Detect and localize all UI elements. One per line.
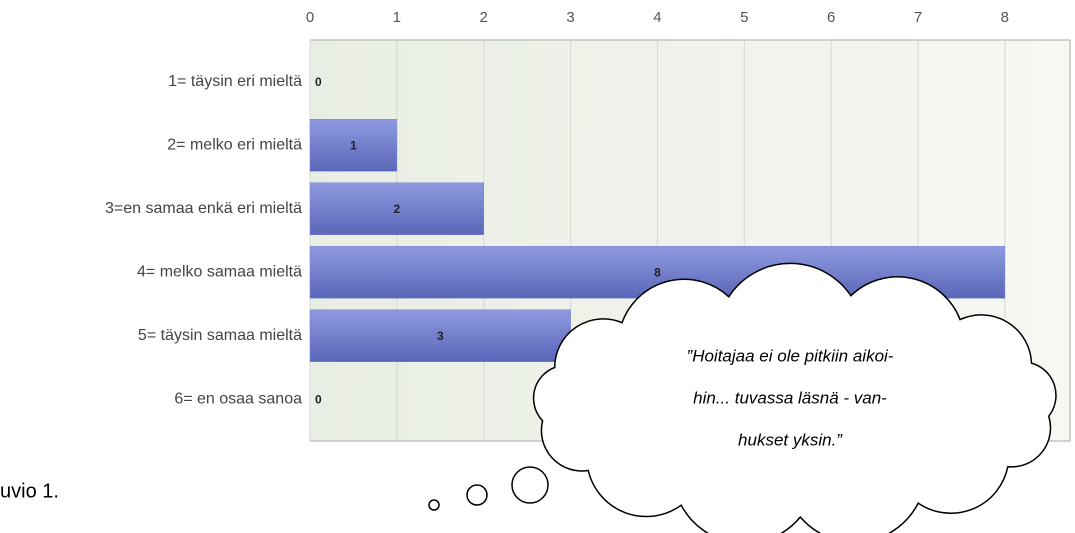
- value-label: 0: [315, 75, 322, 89]
- x-tick-label: 2: [480, 9, 488, 26]
- value-label: 1: [350, 138, 357, 152]
- x-tick-label: 7: [914, 9, 922, 26]
- chart: 0 1 2 8 3 0 uvio 1. 0 1 2 3 4 5 6 7 8 1= täysin eri mi…: [0, 0, 1075, 533]
- annotation-line: ”Hoitajaa ei ole pitkiin aikoi-: [687, 346, 894, 365]
- value-label: 0: [315, 392, 322, 406]
- category-label: 2= melko eri mieltä: [167, 136, 302, 153]
- value-label: 8: [654, 265, 661, 279]
- x-tick-label: 0: [306, 9, 314, 26]
- thought-bubbles: [429, 467, 548, 510]
- x-tick-label: 5: [740, 9, 748, 26]
- category-label: 4= melko samaa mieltä: [137, 263, 302, 280]
- category-label: 1= täysin eri mieltä: [168, 73, 302, 90]
- x-tick-label: 3: [566, 9, 574, 26]
- x-tick-label: 4: [653, 9, 661, 26]
- category-label: 6= en osaa sanoa: [174, 390, 302, 407]
- annotation-line: hukset yksin.”: [738, 430, 843, 449]
- x-tick-label: 1: [393, 9, 401, 26]
- value-label: 2: [394, 202, 401, 216]
- value-label: 3: [437, 329, 444, 343]
- category-label: 5= täysin samaa mieltä: [138, 327, 302, 344]
- category-label: 3=en samaa enkä eri mieltä: [105, 200, 302, 217]
- x-tick-label: 6: [827, 9, 835, 26]
- x-tick-label: 8: [1001, 9, 1009, 26]
- caption: uvio 1.: [0, 480, 59, 502]
- annotation-line: hin... tuvassa läsnä - van-: [693, 388, 887, 407]
